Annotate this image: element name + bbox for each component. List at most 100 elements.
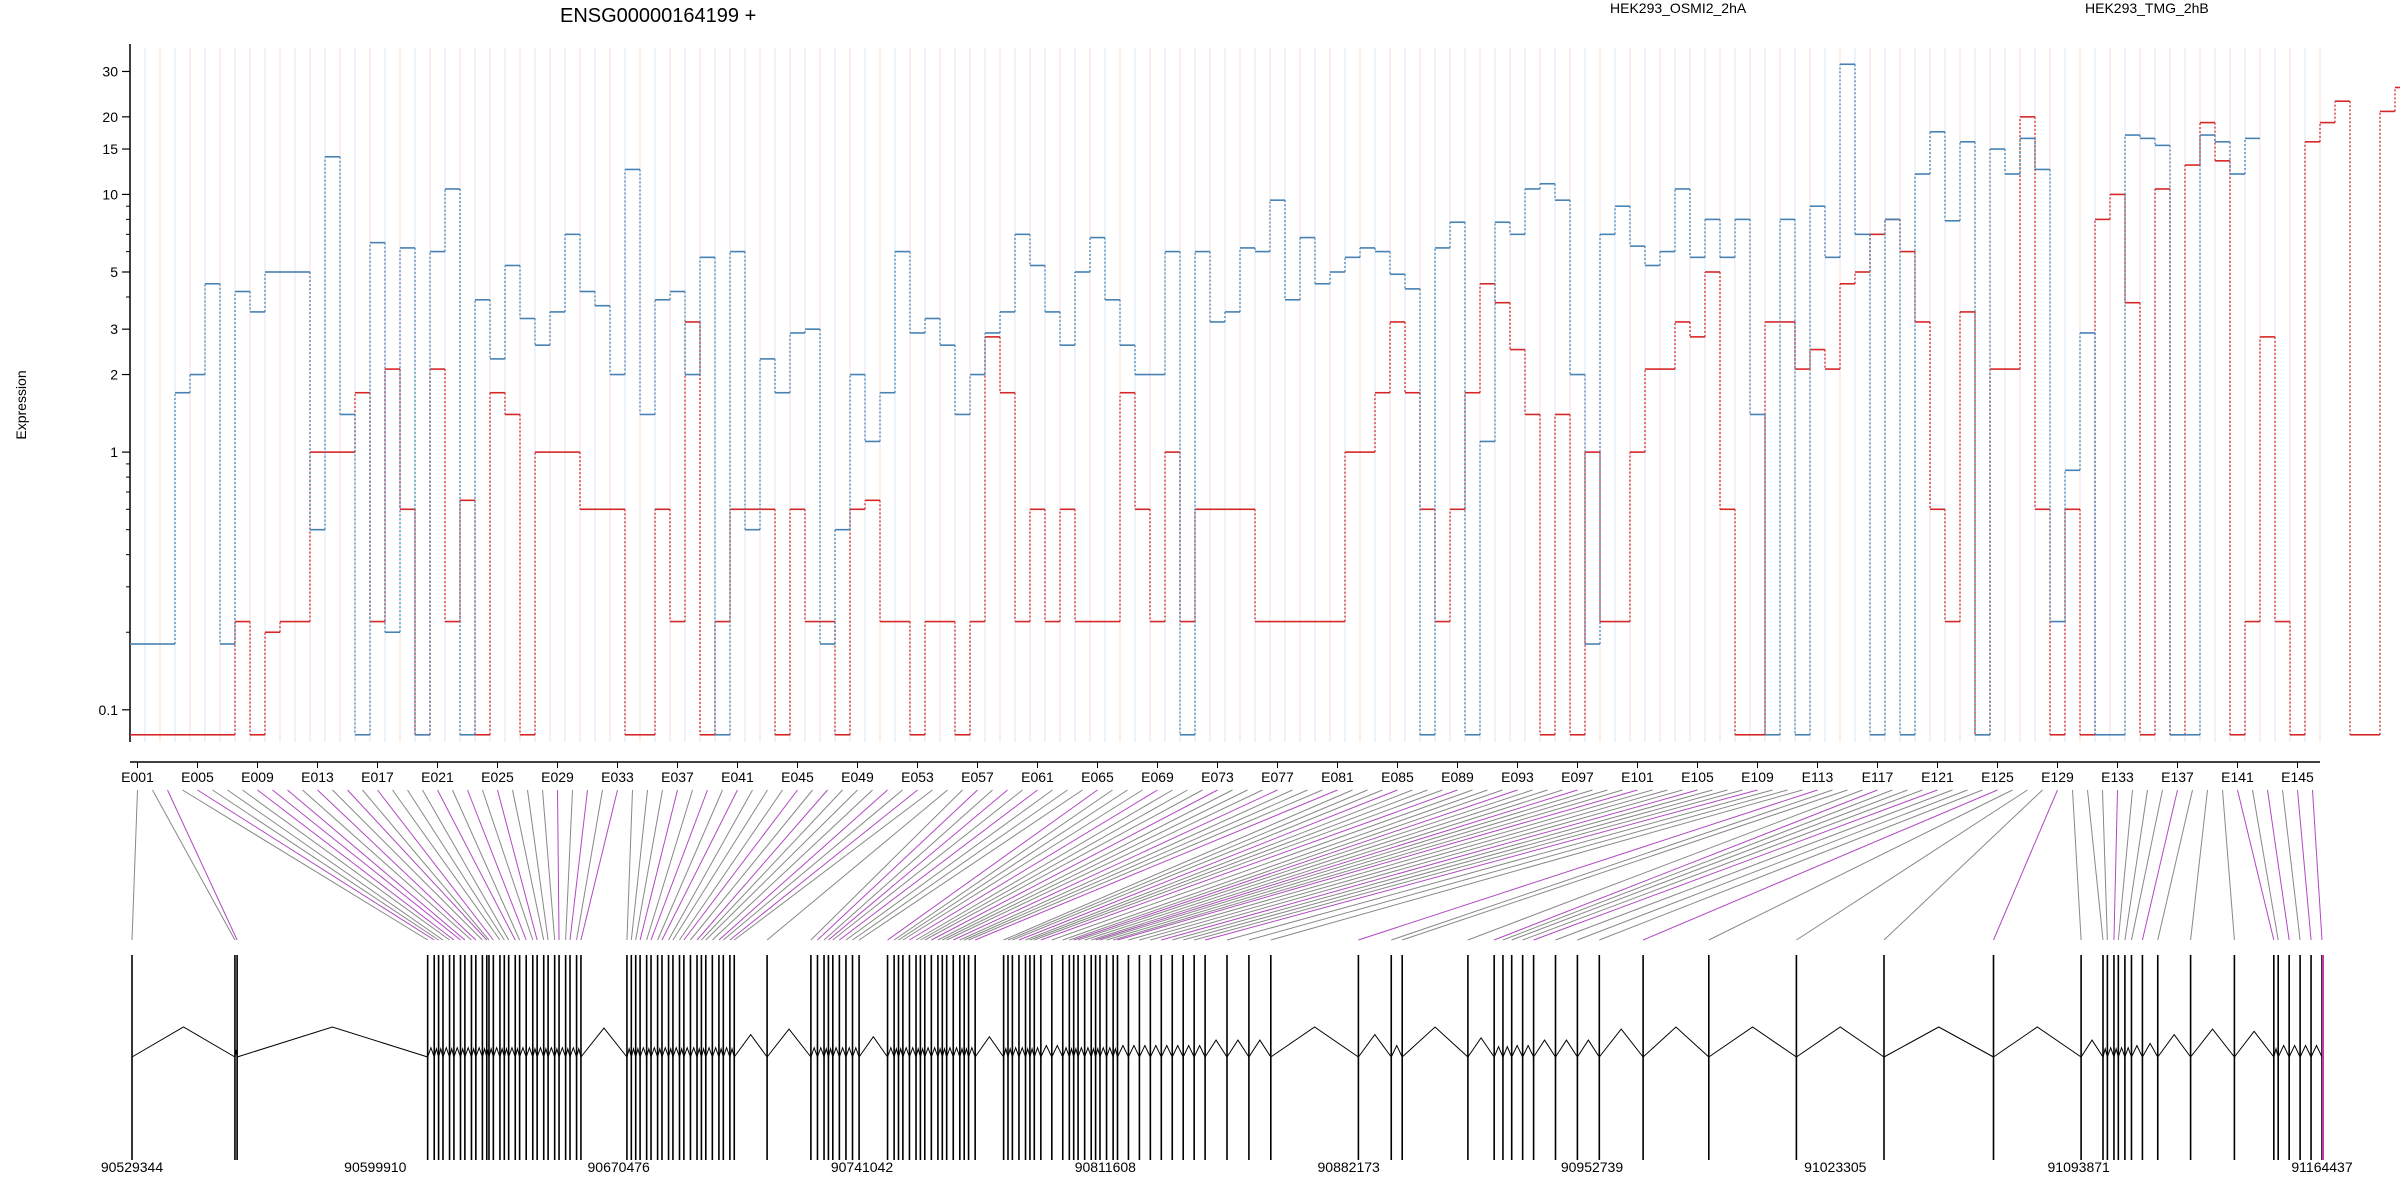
intron-line xyxy=(1051,1044,1064,1058)
exon-connector xyxy=(1018,789,1398,941)
exon-connector xyxy=(968,789,1323,941)
intron-line xyxy=(2080,1039,2104,1058)
exon-tick-label: E105 xyxy=(1681,769,1714,785)
intron-line xyxy=(2117,1046,2126,1058)
exon-connector xyxy=(527,789,549,941)
exon-connector xyxy=(1555,789,1953,941)
gene-model xyxy=(131,955,2324,1160)
intron-line xyxy=(1106,1046,1114,1058)
intron-line xyxy=(661,1046,670,1058)
exon-connector xyxy=(920,789,1188,941)
exon-connector xyxy=(1796,789,2028,941)
intron-line xyxy=(475,1046,483,1058)
y-tick-label: 20 xyxy=(102,109,118,125)
genomic-tick-label: 90741042 xyxy=(831,1159,894,1175)
exon-tick-label: E017 xyxy=(361,769,394,785)
series-0 xyxy=(130,86,2400,736)
exon-connector xyxy=(942,789,1248,941)
exon-connector xyxy=(937,789,1233,941)
exon-connector xyxy=(1194,789,1743,941)
exon-connector xyxy=(1993,789,2058,941)
exon-connector xyxy=(1467,789,1863,941)
exon-connector xyxy=(1062,789,1488,941)
exon-tick-label: E077 xyxy=(1261,769,1294,785)
exon-connector xyxy=(2222,789,2235,941)
exon-tick-label: E101 xyxy=(1621,769,1654,785)
exon-connector xyxy=(569,789,588,941)
intron-line xyxy=(1084,1046,1092,1058)
exon-connector xyxy=(2113,789,2118,941)
exon-connector xyxy=(377,789,494,941)
exon-tick-label: E145 xyxy=(2281,769,2314,785)
exon-connector xyxy=(1007,789,1368,941)
genomic-tick-label: 90599910 xyxy=(344,1159,407,1175)
intron-line xyxy=(1270,1026,1359,1058)
intron-line xyxy=(852,1046,860,1058)
y-tick-label: 15 xyxy=(102,141,118,157)
intron-line xyxy=(1401,1026,1469,1058)
exon-tick-label: E061 xyxy=(1021,769,1054,785)
exon-connector xyxy=(898,789,1128,941)
exon-connector xyxy=(1270,789,1803,941)
exon-tick-label: E021 xyxy=(421,769,454,785)
intron-line xyxy=(908,1046,917,1058)
exon-connector xyxy=(565,789,573,941)
intron-line xyxy=(810,1046,818,1058)
intron-line xyxy=(427,1046,435,1058)
exon-connector xyxy=(650,789,708,941)
exon-connector xyxy=(946,789,1263,941)
exon-connector xyxy=(131,789,138,941)
exon-connector xyxy=(2087,789,2104,941)
intron-line xyxy=(902,1046,910,1058)
exon-connector xyxy=(832,789,1023,941)
exon-connector xyxy=(1161,789,1698,941)
exon-connector xyxy=(2141,789,2178,941)
exon-connector xyxy=(482,789,534,941)
exon-connector xyxy=(347,789,488,941)
exon-connector xyxy=(2237,789,2275,941)
intron-line xyxy=(672,1046,680,1058)
exon-connector xyxy=(362,789,490,941)
intron-line xyxy=(1193,1044,1206,1058)
intron-line xyxy=(952,1046,961,1058)
exon-connector xyxy=(580,789,618,941)
series-1 xyxy=(130,63,2260,736)
intron-line xyxy=(1160,1044,1173,1058)
exon-connector xyxy=(1073,789,1518,941)
exon-connector xyxy=(2267,789,2290,941)
exon-connector xyxy=(1012,789,1383,941)
exon-connector xyxy=(672,789,768,941)
exon-connector xyxy=(2282,789,2301,941)
exon-connector xyxy=(668,789,753,941)
genomic-axis: 90529344 90599910 90670476 90741042 90811608… xyxy=(101,1159,2353,1175)
intron-line xyxy=(838,1046,847,1058)
exon-connector xyxy=(422,789,510,941)
genomic-tick-label: 91023305 xyxy=(1804,1159,1867,1175)
intron-line xyxy=(1127,1044,1140,1058)
series-lines xyxy=(130,63,2400,736)
intron-line xyxy=(1533,1039,1556,1058)
intron-line xyxy=(689,1046,698,1058)
exon-connector xyxy=(887,789,1098,941)
exon-tick-label: E025 xyxy=(481,769,514,785)
exon-connector xyxy=(182,789,428,941)
genomic-tick-label: 90670476 xyxy=(588,1159,651,1175)
exon-connector xyxy=(497,789,538,941)
y-tick-label: 5 xyxy=(110,264,118,280)
intron-line xyxy=(2131,1044,2143,1058)
exon-connector xyxy=(931,789,1218,941)
intron-line xyxy=(1138,1044,1151,1058)
exon-connector xyxy=(542,789,556,941)
exon-connector xyxy=(1248,789,1788,941)
exon-connector xyxy=(963,789,1308,941)
exon-connector xyxy=(1051,789,1473,941)
intron-line xyxy=(924,1046,932,1058)
intron-line xyxy=(536,1046,545,1058)
exon-connector xyxy=(635,789,663,941)
exon-connector xyxy=(701,789,843,941)
exon-connector xyxy=(332,789,483,941)
intron-line xyxy=(1511,1044,1524,1058)
exon-connector xyxy=(2297,789,2312,941)
intron-line xyxy=(2288,1044,2301,1058)
